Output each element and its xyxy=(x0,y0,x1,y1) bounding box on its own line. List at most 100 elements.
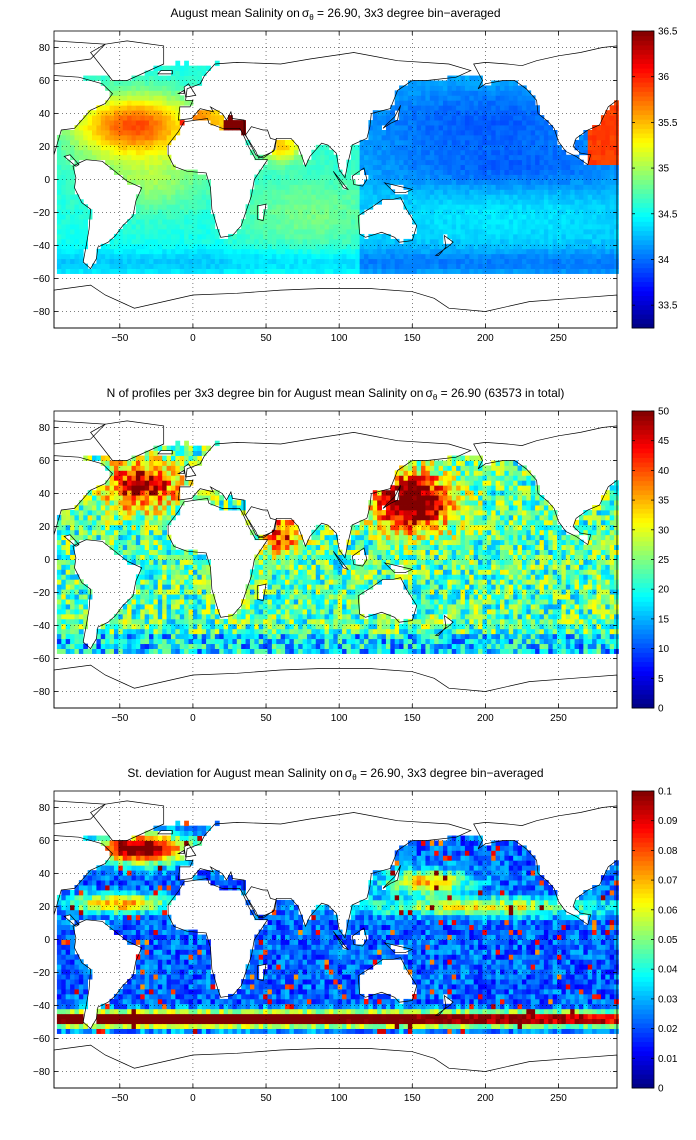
data-cell xyxy=(456,139,461,146)
data-cell xyxy=(61,569,67,575)
data-cell xyxy=(92,110,97,116)
data-cell xyxy=(587,253,593,260)
coastline xyxy=(351,167,368,187)
coastline xyxy=(176,89,185,95)
data-cell xyxy=(170,579,176,585)
data-cell xyxy=(184,480,189,486)
data-cell xyxy=(118,144,124,151)
data-cell xyxy=(543,219,549,225)
data-cell xyxy=(482,194,488,200)
data-cell xyxy=(372,169,378,175)
data-cell xyxy=(508,130,514,136)
data-cell xyxy=(149,604,154,610)
data-cell xyxy=(192,618,198,625)
data-cell xyxy=(605,243,611,250)
data-cell xyxy=(56,174,62,180)
data-cell xyxy=(206,579,211,585)
data-cell xyxy=(65,633,71,640)
data-cell xyxy=(162,268,167,274)
data-cell xyxy=(219,628,225,635)
data-cell xyxy=(517,90,523,96)
data-cell xyxy=(600,204,606,210)
data-cell xyxy=(500,204,505,210)
data-cell xyxy=(170,238,176,245)
data-cell xyxy=(587,130,593,136)
data-cell xyxy=(539,115,545,121)
data-cell xyxy=(188,613,194,620)
data-cell xyxy=(162,184,167,190)
data-cell xyxy=(201,564,207,570)
data-cell xyxy=(92,268,97,274)
data-cell xyxy=(122,130,128,136)
data-cell xyxy=(350,238,356,245)
data-cell xyxy=(271,204,277,210)
data-cell xyxy=(403,154,409,161)
data-cell xyxy=(478,253,483,260)
data-cell xyxy=(175,253,181,260)
data-cell xyxy=(298,233,303,240)
data-cell xyxy=(456,243,461,250)
data-cell xyxy=(526,100,532,106)
data-cell xyxy=(548,238,554,245)
data-cell xyxy=(113,490,119,496)
data-cell xyxy=(267,164,273,170)
data-cell xyxy=(605,115,611,121)
data-cell xyxy=(596,130,602,136)
data-cell xyxy=(482,100,488,106)
data-cell xyxy=(561,253,567,260)
data-cell xyxy=(315,263,321,269)
data-cell xyxy=(543,194,549,200)
data-cell xyxy=(513,169,518,175)
data-cell xyxy=(372,194,378,200)
data-cell xyxy=(482,268,488,274)
data-cell xyxy=(135,169,141,175)
data-cell xyxy=(526,139,532,146)
data-cell xyxy=(495,144,501,151)
data-cell xyxy=(469,258,475,265)
data-cell xyxy=(280,174,286,180)
data-cell xyxy=(609,144,615,151)
y-tick-label: −80 xyxy=(33,307,50,318)
data-cell xyxy=(399,144,404,151)
data-cell xyxy=(149,243,154,250)
data-cell xyxy=(298,189,303,195)
data-cell xyxy=(377,164,382,170)
data-cell xyxy=(482,115,488,121)
data-cell xyxy=(596,189,602,195)
data-cell xyxy=(451,110,457,116)
data-cell xyxy=(113,115,119,121)
data-cell xyxy=(416,169,422,175)
data-cell xyxy=(210,268,216,274)
data-cell xyxy=(184,450,189,456)
data-cell xyxy=(596,125,602,131)
data-cell xyxy=(280,164,286,170)
data-cell xyxy=(96,500,102,506)
data-cell xyxy=(135,209,141,215)
data-cell xyxy=(583,184,589,190)
data-cell xyxy=(245,519,251,526)
data-cell xyxy=(429,90,435,96)
data-cell xyxy=(188,628,194,635)
data-cell xyxy=(113,648,119,654)
data-cell xyxy=(429,199,435,205)
data-cell xyxy=(83,219,89,225)
data-cell xyxy=(56,564,62,570)
data-cell xyxy=(236,613,242,620)
data-cell xyxy=(144,500,150,506)
data-cell xyxy=(170,189,176,195)
data-cell xyxy=(87,144,93,151)
data-cell xyxy=(495,184,501,190)
chart-panel-2: N of profiles per 3x3 degree bin for Aug… xyxy=(33,386,670,724)
data-cell xyxy=(149,115,154,121)
data-cell xyxy=(381,194,387,200)
data-cell xyxy=(144,253,150,260)
data-cell xyxy=(508,105,514,111)
data-cell xyxy=(135,544,141,550)
data-cell xyxy=(289,179,295,185)
data-cell xyxy=(521,120,527,126)
data-cell xyxy=(442,214,448,220)
data-cell xyxy=(451,184,457,190)
data-cell xyxy=(96,75,102,81)
data-cell xyxy=(333,159,339,166)
data-cell xyxy=(293,164,299,170)
